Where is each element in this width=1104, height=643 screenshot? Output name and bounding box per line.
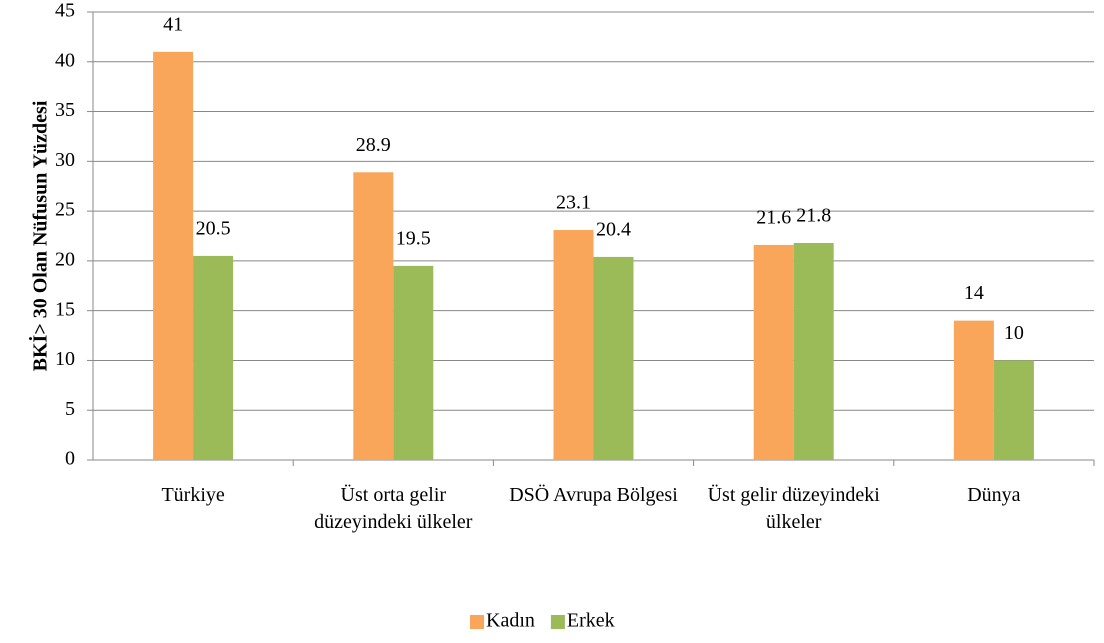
x-tick-label: Üst orta gelir düzeyindeki ülkeler <box>314 484 473 533</box>
y-tick-label: 25 <box>55 199 75 221</box>
y-tick-label: 30 <box>55 149 75 171</box>
y-tick-label: 10 <box>55 348 75 370</box>
y-tick-label: 0 <box>65 448 75 470</box>
bar <box>593 256 634 460</box>
value-label: 20.5 <box>196 218 231 240</box>
legend-swatch <box>550 615 565 629</box>
x-tick-label: DSÖ Avrupa Bölgesi <box>509 484 678 506</box>
x-tick-label: Dünya <box>967 484 1021 506</box>
legend-swatch <box>470 615 484 629</box>
legend-label: Erkek <box>567 610 615 632</box>
x-tick-label: Üst gelir düzeyindeki ülkeler <box>707 484 880 533</box>
bar <box>193 255 234 460</box>
y-tick-label: 20 <box>55 248 75 270</box>
y-tick-label: 5 <box>65 398 75 420</box>
legend-label: Kadın <box>486 610 535 632</box>
value-label: 21.6 <box>756 207 791 229</box>
y-tick-label: 15 <box>55 298 75 320</box>
value-label: 41 <box>163 13 183 35</box>
value-label: 23.1 <box>556 192 591 214</box>
value-label: 20.4 <box>596 219 631 241</box>
value-label: 19.5 <box>396 227 431 249</box>
bar <box>993 360 1034 460</box>
bar <box>353 172 394 461</box>
y-tick-label: 40 <box>55 49 75 71</box>
value-label: 28.9 <box>356 134 391 156</box>
bar <box>393 265 434 460</box>
bar <box>753 244 794 460</box>
bar <box>553 230 594 460</box>
y-axis-title: BKİ> 30 Olan Nüfusun Yüzdesi <box>28 100 52 371</box>
value-label: 21.8 <box>796 205 831 227</box>
value-label: 14 <box>964 282 984 304</box>
bar <box>793 242 834 460</box>
bar <box>953 320 994 460</box>
bar <box>153 51 194 460</box>
y-tick-label: 45 <box>55 0 75 22</box>
x-tick-label: Türkiye <box>161 484 225 506</box>
value-label: 10 <box>1004 322 1024 344</box>
y-tick-label: 35 <box>55 99 75 121</box>
